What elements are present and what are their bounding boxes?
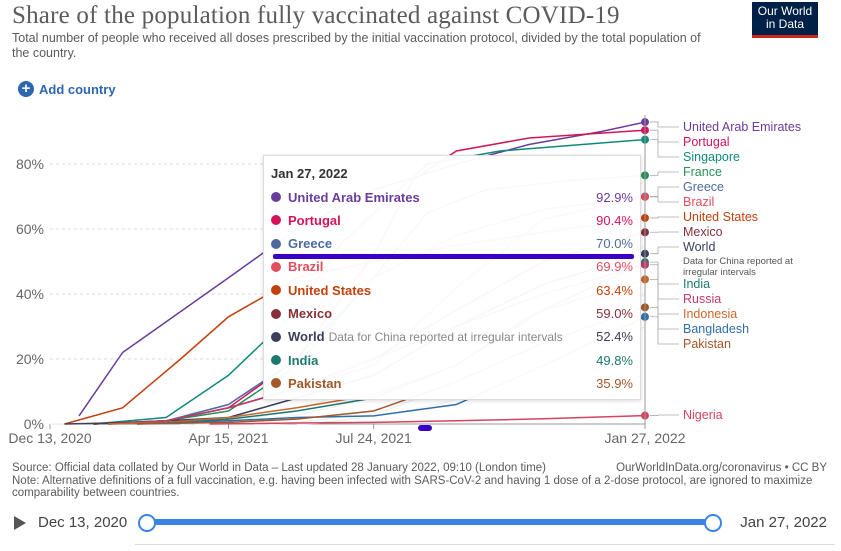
tooltip-row: Pakistan 35.9% <box>271 373 633 393</box>
series-label-note: Data for China reported at <box>683 256 793 267</box>
label-connector <box>650 217 679 218</box>
tooltip-series-name: Pakistan <box>288 376 341 391</box>
x-tick-label: Apr 15, 2021 <box>188 430 268 446</box>
timeline[interactable]: Dec 13, 2020 Jan 27, 2022 <box>12 510 827 536</box>
series-dot-icon <box>271 378 281 388</box>
label-connector <box>650 122 679 127</box>
tooltip-series-value: 63.4% <box>596 283 633 298</box>
label-connector <box>650 247 679 254</box>
series-label: Russia <box>683 292 721 306</box>
tooltip-series-value: 69.9% <box>596 259 633 274</box>
series-label: World <box>683 240 715 254</box>
label-connector <box>650 130 679 142</box>
site-link[interactable]: OurWorldInData.org/coronavirus • CC BY <box>616 462 827 475</box>
series-dot-icon <box>271 262 281 272</box>
hover-tooltip: Jan 27, 2022 United Arab Emirates 92.9% Po… <box>263 155 641 400</box>
series-dot-icon <box>271 355 281 365</box>
tooltip-row: Brazil 69.9% <box>271 257 633 277</box>
series-label: United Arab Emirates <box>683 120 801 134</box>
y-tick-label: 60% <box>16 221 44 237</box>
series-label: Bangladesh <box>683 322 749 336</box>
series-label: France <box>683 165 722 179</box>
selection-drag-bar[interactable] <box>273 254 634 259</box>
label-connector <box>650 415 679 416</box>
tooltip-series-value: 92.9% <box>596 190 633 205</box>
tooltip-row: Greece 70.0% <box>271 234 633 254</box>
note-text: Note: Alternative definitions of a full … <box>12 475 827 500</box>
tooltip-series-name: Portugal <box>288 213 341 228</box>
x-tick-label: Jan 27, 2022 <box>605 430 686 446</box>
series-dot-icon <box>271 215 281 225</box>
timeline-track[interactable] <box>148 519 715 525</box>
timeline-end-label: Jan 27, 2022 <box>740 514 827 531</box>
y-tick-label: 80% <box>16 156 44 172</box>
label-connector <box>650 279 679 314</box>
tooltip-series-value: 35.9% <box>596 376 633 391</box>
label-connector <box>650 197 679 202</box>
series-dot-icon <box>271 285 281 295</box>
y-tick-label: 40% <box>16 286 44 302</box>
tooltip-series-name: Mexico <box>288 306 332 321</box>
series-dot-icon <box>271 309 281 319</box>
tooltip-series-name: Brazil <box>288 259 323 274</box>
series-dot-icon <box>271 239 281 249</box>
label-connector <box>650 307 679 344</box>
series-label: Pakistan <box>683 337 731 351</box>
tooltip-row: Mexico 59.0% <box>271 304 633 324</box>
series-label: India <box>683 277 710 291</box>
series-dot-icon <box>271 192 281 202</box>
tooltip-row: United Arab Emirates 92.9% <box>271 187 633 207</box>
tooltip-series-value: 70.0% <box>596 236 633 251</box>
chart-footer: Source: Official data collated by Our Wo… <box>12 462 827 500</box>
label-connector <box>650 172 679 175</box>
label-connector <box>650 265 679 299</box>
tooltip-series-name: Greece <box>288 236 332 251</box>
tooltip-series-value: 59.0% <box>596 306 633 321</box>
x-tick-label: Dec 13, 2020 <box>8 430 91 446</box>
label-connector <box>650 262 679 284</box>
series-label: Greece <box>683 180 724 194</box>
tooltip-row: Portugal 90.4% <box>271 210 633 230</box>
tooltip-row: India 49.8% <box>271 350 633 370</box>
timeline-start-handle[interactable] <box>138 514 156 532</box>
series-label: Nigeria <box>683 408 723 422</box>
label-connector <box>650 187 679 197</box>
series-label: Singapore <box>683 150 740 164</box>
series-label: Brazil <box>683 195 714 209</box>
tooltip-series-name: United States <box>288 283 371 298</box>
timeline-start-label: Dec 13, 2020 <box>38 514 127 531</box>
tooltip-series-value: 90.4% <box>596 213 633 228</box>
label-connector <box>650 317 679 329</box>
series-label: Mexico <box>683 225 723 239</box>
y-tick-label: 20% <box>16 351 44 367</box>
tooltip-series-name: India <box>288 353 318 368</box>
tooltip-row: United States 63.4% <box>271 280 633 300</box>
tooltip-series-name: United Arab Emirates <box>288 190 420 205</box>
series-label: United States <box>683 210 758 224</box>
timeline-end-handle[interactable] <box>704 514 722 532</box>
tooltip-row: World Data for China reported at irregula… <box>271 327 633 347</box>
tooltip-series-value: 49.8% <box>596 353 633 368</box>
series-dot-icon <box>271 332 281 342</box>
tooltip-series-note: Data for China reported at irregular int… <box>329 330 563 344</box>
x-tick-label: Jul 24, 2021 <box>335 430 411 446</box>
series-label: Indonesia <box>683 307 737 321</box>
play-icon[interactable] <box>14 516 26 530</box>
series-label: Portugal <box>683 135 730 149</box>
tooltip-series-value: 52.4% <box>596 329 633 344</box>
tooltip-date: Jan 27, 2022 <box>271 166 348 181</box>
tooltip-series-name: World <box>288 329 325 344</box>
x-range-marker <box>418 425 432 431</box>
